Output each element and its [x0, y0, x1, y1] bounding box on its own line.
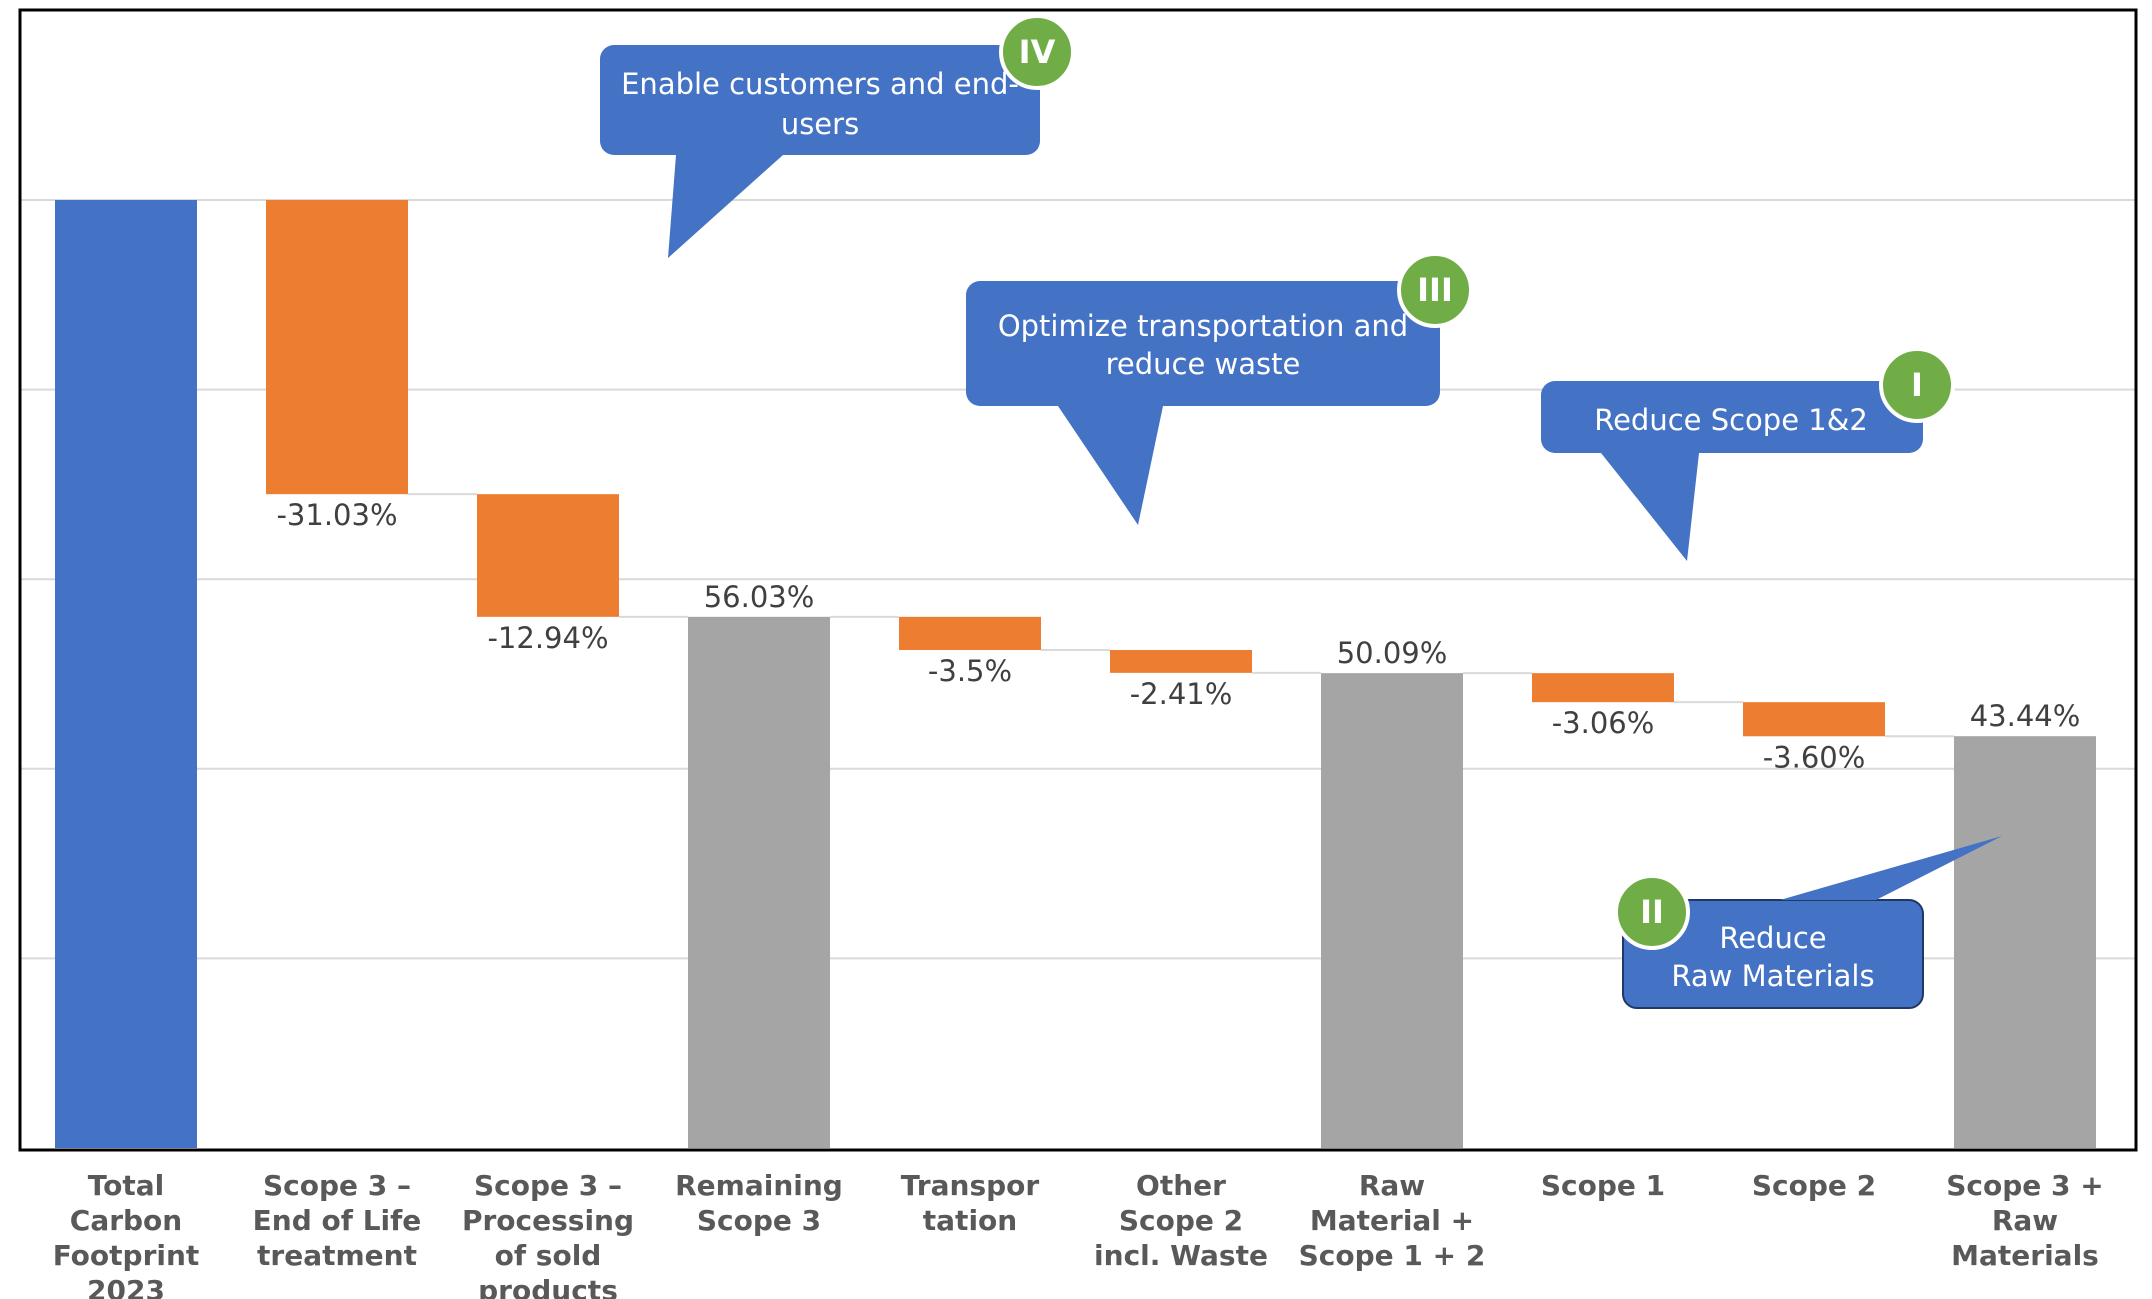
bars	[55, 200, 2096, 1148]
category-label: Raw Material + Scope 1 + 2	[1299, 1169, 1486, 1272]
badge-circle	[1397, 252, 1473, 328]
callout-iii: Optimize transportation and reduce wasteI…	[966, 252, 1473, 525]
decrease-bar	[899, 616, 1041, 651]
decrease-bar	[1110, 650, 1252, 673]
category-label: Total Carbon Footprint 2023	[53, 1169, 200, 1299]
callout-pointer	[1601, 453, 1699, 561]
plot-border	[18, 8, 2138, 1152]
category-label: Other Scope 2 incl. Waste	[1094, 1169, 1268, 1272]
category-labels: Total Carbon Footprint 2023 Scope 3 – End of …	[53, 1169, 2104, 1299]
data-label: 43.44%	[1970, 699, 2081, 733]
data-label: -2.41%	[1130, 677, 1233, 711]
category-label: Remaining Scope 3	[675, 1169, 843, 1237]
decrease-bar	[1743, 702, 1885, 737]
category-label: Transpor tation	[901, 1169, 1040, 1237]
callout-pointer	[1780, 836, 2002, 900]
callout-text: Enable customers and end-users	[621, 67, 1019, 141]
category-label: Scope 3 – End of Life treatment	[253, 1169, 422, 1272]
total-bar	[1321, 673, 1463, 1148]
decrease-bar	[477, 494, 619, 617]
data-label: -3.06%	[1552, 706, 1655, 740]
total-bar	[688, 616, 830, 1148]
callout-box	[600, 45, 1040, 155]
callout-text: Reduce Scope 1&2	[1594, 403, 1868, 437]
badge-numeral: IV	[1019, 33, 1056, 71]
callout-pointer	[668, 155, 783, 258]
category-label: Scope 1	[1541, 1169, 1665, 1202]
category-label: Scope 3 – Processing of sold products	[462, 1169, 634, 1299]
callout-i: Reduce Scope 1&2 I	[1541, 347, 1955, 561]
total-bar	[1954, 736, 2096, 1148]
connector-lines	[197, 199, 1954, 738]
callout-text: Optimize transportation and reduce waste	[998, 309, 1408, 381]
callouts: Enable customers and end-usersIVOptimize…	[600, 14, 2002, 1009]
data-label: -3.5%	[928, 654, 1012, 688]
decrease-bar	[1532, 673, 1674, 703]
data-label: 56.03%	[704, 580, 815, 614]
callout-box	[1622, 899, 1924, 1009]
total-bar	[55, 200, 197, 1148]
callout-box	[966, 281, 1440, 406]
badge-circle	[999, 14, 1075, 90]
badge-numeral: III	[1417, 271, 1453, 309]
data-label: -12.94%	[487, 621, 608, 655]
category-label: Scope 3 + Raw Materials	[1946, 1169, 2103, 1272]
callout-box	[1541, 381, 1923, 453]
data-label: 50.09%	[1337, 636, 1448, 670]
decrease-bar	[266, 200, 408, 495]
badge-numeral: I	[1911, 366, 1923, 404]
badge-numeral: II	[1640, 893, 1664, 931]
badge-circle	[1614, 874, 1690, 950]
callout-pointer	[1058, 406, 1163, 525]
callout-text: Reduce Raw Materials	[1671, 921, 1874, 993]
data-label: -31.03%	[276, 498, 397, 532]
data-labels: -31.03% -12.94% 56.03% -3.5% -2.41% 50.09% -3.…	[276, 498, 2080, 774]
data-label: -3.60%	[1763, 740, 1866, 774]
badge-circle	[1879, 347, 1955, 423]
category-label: Scope 2	[1752, 1169, 1876, 1202]
